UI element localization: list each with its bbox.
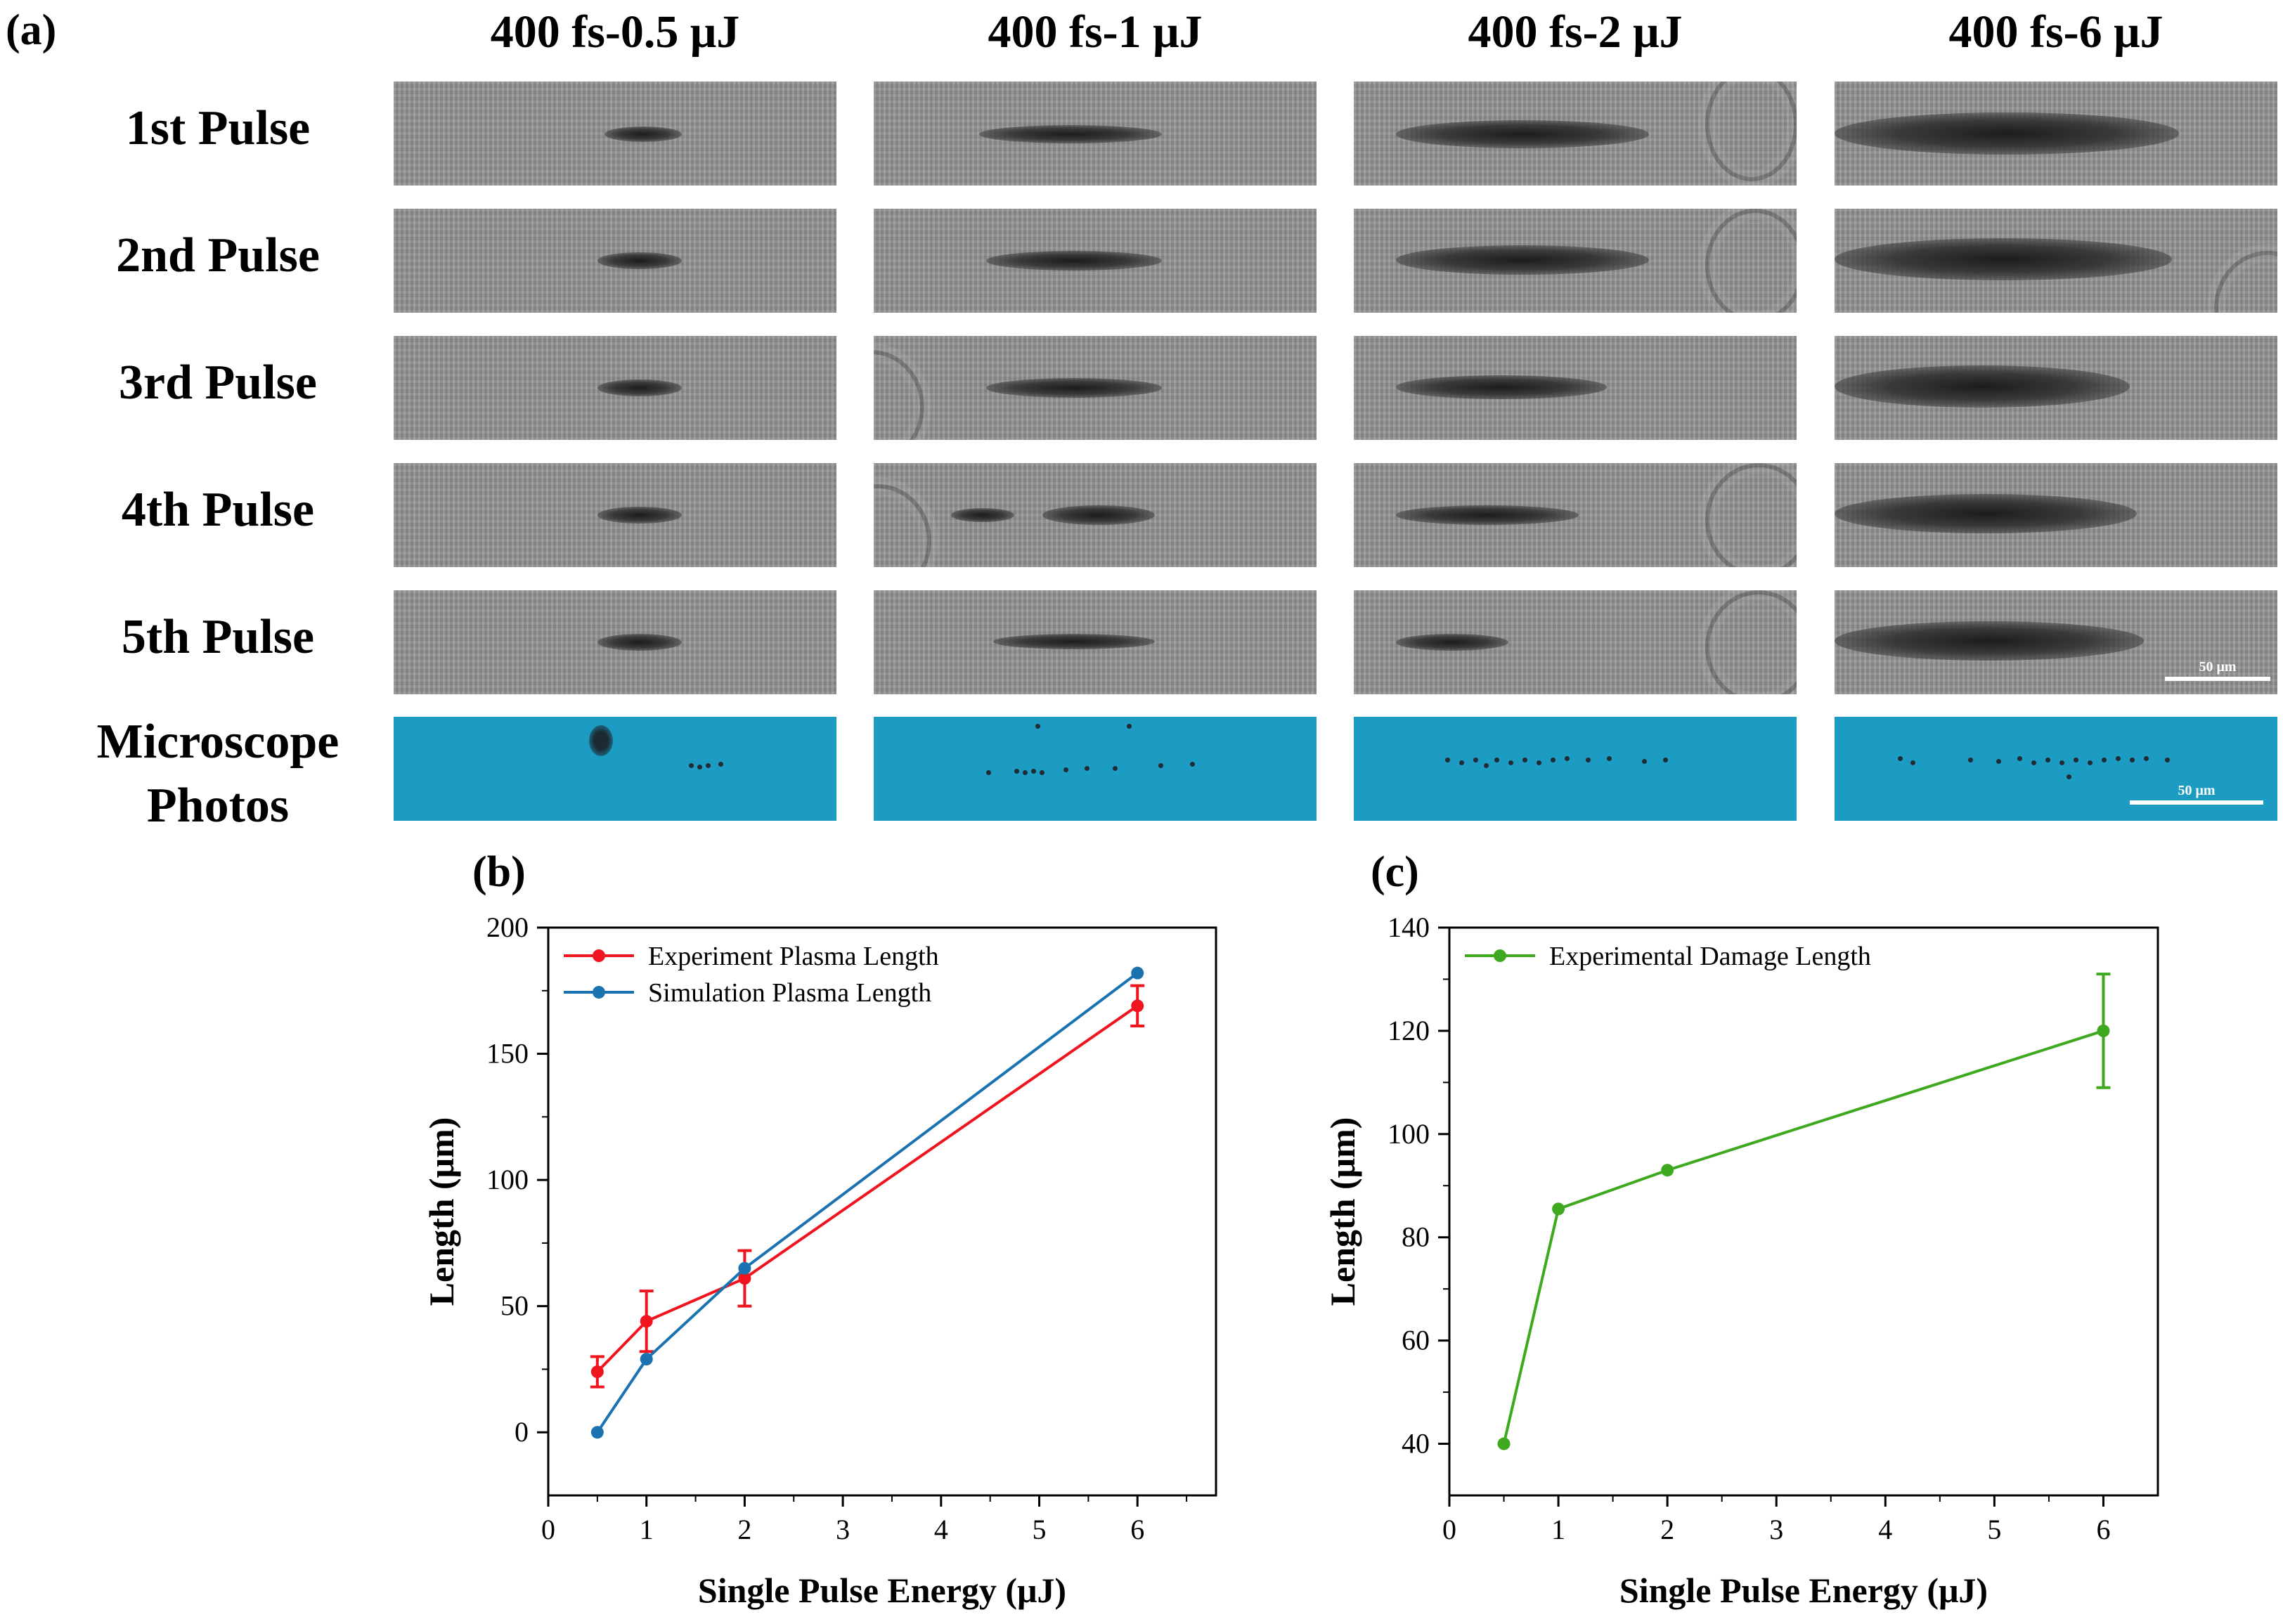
shadowgraph-2uj-pulse-5 xyxy=(1354,590,1797,694)
microscope-photo-2uj xyxy=(1354,717,1797,821)
chart-b-series-line-1 xyxy=(596,972,1139,1434)
chart-b-series-line-0 xyxy=(596,1004,1139,1373)
chart-c-xtick-label: 4 xyxy=(1878,1514,1892,1545)
chart-b-xtick-label: 2 xyxy=(737,1514,751,1545)
scale-bar-label: 50 μm xyxy=(2199,659,2237,675)
shadowgraph-1uj-pulse-2 xyxy=(874,209,1317,313)
chart-c-ylabel: Length (μm) xyxy=(1323,1117,1362,1306)
column-title-2uj: 400 fs-2 μJ xyxy=(1468,6,1683,58)
column-title-1uj: 400 fs-1 μJ xyxy=(988,6,1203,58)
chart-b-ytick-label: 200 xyxy=(486,911,529,943)
chart-c-xlabel: Single Pulse Energy (μJ) xyxy=(1619,1571,1988,1610)
shadowgraph-1uj-pulse-3 xyxy=(874,336,1317,440)
shadowgraph-0-5uj-pulse-3 xyxy=(394,336,836,440)
chart-b-point xyxy=(640,1315,653,1328)
shadowgraph-1uj-pulse-4 xyxy=(874,463,1317,567)
shadowgraph-6uj-pulse-3 xyxy=(1835,336,2277,440)
row-label-2nd-pulse: 2nd Pulse xyxy=(116,228,320,282)
shadowgraph-0-5uj-pulse-5 xyxy=(394,590,836,694)
chart-b-point xyxy=(738,1261,751,1275)
chart-c-ytick-label: 40 xyxy=(1402,1428,1430,1460)
chart-c-point xyxy=(1552,1202,1565,1216)
chart-b-ytick-label: 100 xyxy=(486,1164,529,1195)
chart-c-frame xyxy=(1448,926,2159,1497)
microscope-photo-1uj xyxy=(874,717,1317,821)
microscope-photo-0-5uj xyxy=(394,717,836,821)
shadowgraph-6uj-pulse-1 xyxy=(1835,82,2277,186)
chart-b-point xyxy=(1131,966,1144,980)
chart-b-xtick-label: 6 xyxy=(1130,1514,1144,1545)
shadowgraph-6uj-pulse-2 xyxy=(1835,209,2277,313)
panel-label-c: (c) xyxy=(1371,848,1419,896)
shadowgraph-2uj-pulse-3 xyxy=(1354,336,1797,440)
chart-c-series-line-0 xyxy=(1502,1029,2104,1444)
chart-c-xtick-label: 5 xyxy=(1987,1514,2001,1545)
row-label-microscope-photos: Microscope Photos xyxy=(42,710,394,838)
chart-b-ytick-label: 0 xyxy=(515,1416,529,1448)
panel-label-b: (b) xyxy=(472,848,526,896)
shadowgraph-2uj-pulse-4 xyxy=(1354,463,1797,567)
chart-b-point xyxy=(590,1365,604,1379)
scale-bar-label-microscope: 50 μm xyxy=(2178,783,2216,798)
chart-b-legend-label-0: Experiment Plasma Length xyxy=(648,942,939,971)
chart-b-xlabel: Single Pulse Energy (μJ) xyxy=(698,1571,1066,1610)
chart-c-point xyxy=(1497,1437,1511,1450)
chart-c-ytick-label: 60 xyxy=(1402,1325,1430,1356)
shadowgraph-0-5uj-pulse-4 xyxy=(394,463,836,567)
chart-b-xtick-label: 4 xyxy=(934,1514,948,1545)
chart-b-legend-label-1: Simulation Plasma Length xyxy=(648,978,931,1008)
shadowgraph-6uj-pulse-4 xyxy=(1835,463,2277,567)
row-label-3rd-pulse: 3rd Pulse xyxy=(119,356,317,410)
chart-c-legend-marker-0 xyxy=(1494,949,1506,962)
chart-c-ytick-label: 100 xyxy=(1388,1118,1430,1150)
chart-b-point xyxy=(1131,999,1144,1013)
chart-b-xtick-label: 5 xyxy=(1033,1514,1047,1545)
chart-c-xtick-label: 0 xyxy=(1442,1514,1456,1545)
shadowgraph-0-5uj-pulse-2 xyxy=(394,209,836,313)
chart-c-point xyxy=(2097,1024,2110,1037)
chart-b-ytick-label: 150 xyxy=(486,1038,529,1070)
chart-b-ylabel: Length (μm) xyxy=(422,1117,461,1306)
chart-c-xtick-label: 2 xyxy=(1660,1514,1674,1545)
chart-c-ytick-label: 80 xyxy=(1402,1221,1430,1253)
chart-b-legend-marker-1 xyxy=(593,986,605,999)
chart-c-xtick-label: 6 xyxy=(2096,1514,2110,1545)
chart-b-frame xyxy=(547,926,1217,1497)
chart-c-xtick-label: 3 xyxy=(1769,1514,1783,1545)
chart-c-ytick-label: 140 xyxy=(1388,911,1430,943)
row-label-4th-pulse: 4th Pulse xyxy=(121,483,315,537)
row-label-1st-pulse: 1st Pulse xyxy=(125,101,311,155)
chart-c-ytick-label: 120 xyxy=(1388,1015,1430,1046)
chart-b-xtick-label: 3 xyxy=(836,1514,850,1545)
column-title-0-5uj: 400 fs-0.5 μJ xyxy=(490,6,740,58)
chart-b-point xyxy=(738,1272,751,1285)
chart-b-point xyxy=(590,1426,604,1439)
microscope-label-line2: Photos xyxy=(146,779,290,833)
column-title-6uj: 400 fs-6 μJ xyxy=(1948,6,2164,58)
chart-b-ytick-label: 50 xyxy=(500,1290,529,1322)
shadowgraph-2uj-pulse-2 xyxy=(1354,209,1797,313)
shadowgraph-2uj-pulse-1 xyxy=(1354,82,1797,186)
row-label-5th-pulse: 5th Pulse xyxy=(121,610,315,664)
shadowgraph-1uj-pulse-5 xyxy=(874,590,1317,694)
chart-b-point xyxy=(640,1353,653,1366)
shadowgraph-6uj-pulse-5: 50 μm xyxy=(1835,590,2277,694)
microscope-photo-6uj: 50 μm xyxy=(1835,717,2277,821)
chart-b-xtick-label: 1 xyxy=(640,1514,654,1545)
shadowgraph-0-5uj-pulse-1 xyxy=(394,82,836,186)
scale-bar-microscope: 50 μm xyxy=(2130,783,2263,805)
chart-c-legend-label-0: Experimental Damage Length xyxy=(1549,942,1871,971)
chart-c-point xyxy=(1661,1164,1674,1177)
chart-b-xtick-label: 0 xyxy=(541,1514,555,1545)
chart-b-legend-marker-0 xyxy=(593,949,605,962)
panel-label-a: (a) xyxy=(6,6,57,54)
chart-c-xtick-label: 1 xyxy=(1551,1514,1565,1545)
shadowgraph-1uj-pulse-1 xyxy=(874,82,1317,186)
scale-bar-shadowgraph: 50 μm xyxy=(2165,659,2270,681)
microscope-label-line1: Microscope xyxy=(96,715,339,769)
